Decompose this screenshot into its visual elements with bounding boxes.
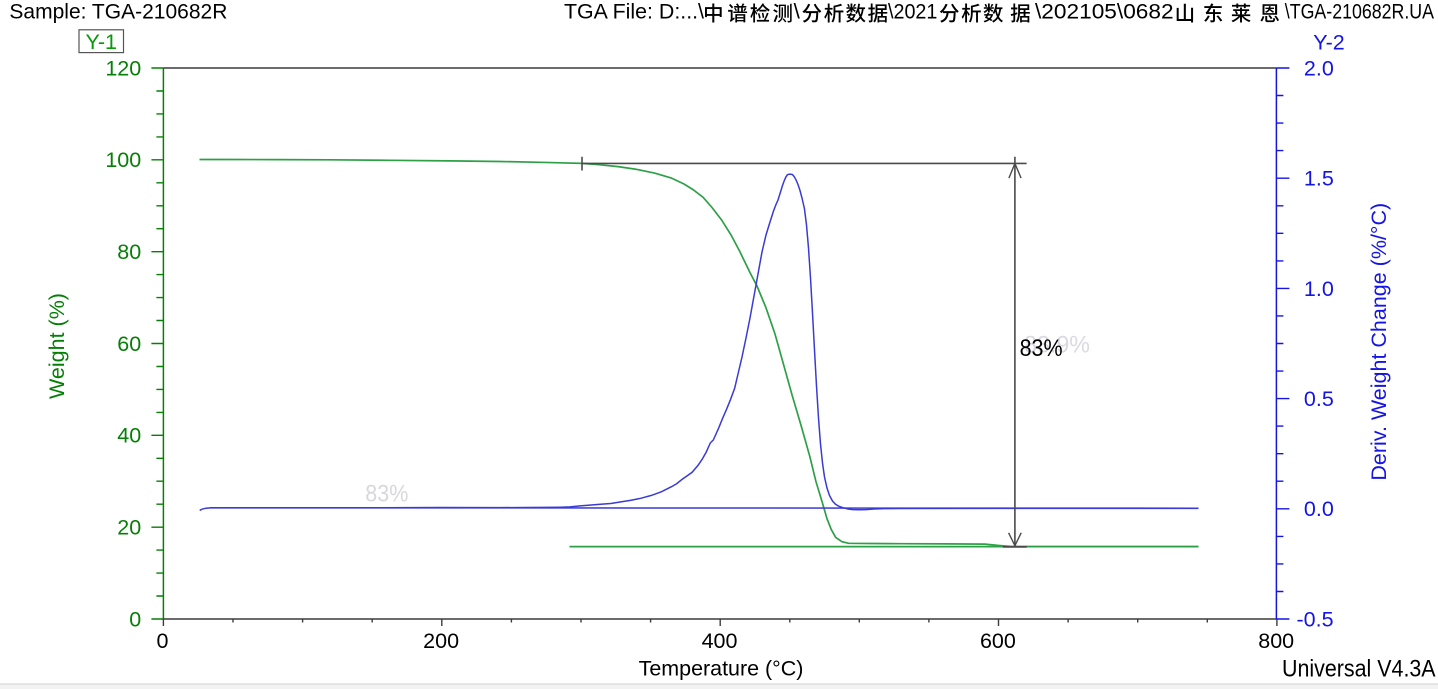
- svg-text:1.5: 1.5: [1304, 167, 1334, 191]
- svg-text:100: 100: [105, 148, 141, 172]
- svg-text:400: 400: [702, 629, 738, 653]
- svg-text:\202105\0682: \202105\0682: [1035, 1, 1174, 24]
- svg-text:40: 40: [117, 424, 141, 448]
- svg-text:0.0: 0.0: [1304, 497, 1334, 521]
- svg-text:Universal V4.3A: Universal V4.3A: [1282, 656, 1436, 683]
- svg-text:Y-2: Y-2: [1313, 31, 1344, 55]
- svg-text:\TGA-210682R.UA: \TGA-210682R.UA: [1285, 1, 1434, 24]
- svg-text:0: 0: [157, 629, 169, 653]
- svg-text:TGA File: D:...\: TGA File: D:...\: [564, 1, 704, 24]
- svg-text:200: 200: [423, 629, 459, 653]
- svg-text:600: 600: [980, 629, 1016, 653]
- svg-text:60: 60: [117, 332, 141, 356]
- svg-text:0: 0: [129, 607, 141, 631]
- svg-text:\2021: \2021: [888, 1, 937, 24]
- svg-text:\: \: [794, 1, 800, 24]
- svg-text:83%: 83%: [1020, 335, 1063, 362]
- svg-text:83%: 83%: [365, 481, 408, 508]
- svg-text:80: 80: [117, 240, 141, 264]
- svg-text:83.9%: 83.9%: [1024, 332, 1090, 359]
- svg-text:2.0: 2.0: [1304, 56, 1334, 80]
- svg-text:Y-1: Y-1: [85, 30, 116, 54]
- svg-text:Sample: TGA-210682R: Sample: TGA-210682R: [9, 1, 227, 24]
- svg-text:120: 120: [105, 56, 141, 80]
- svg-text:Weight (%): Weight (%): [45, 293, 69, 399]
- svg-text:1.0: 1.0: [1304, 277, 1334, 301]
- svg-text:-0.5: -0.5: [1297, 607, 1334, 631]
- svg-text:800: 800: [1258, 629, 1294, 653]
- svg-text:20: 20: [117, 516, 141, 540]
- svg-text:0.5: 0.5: [1304, 387, 1334, 411]
- svg-text:Temperature (°C): Temperature (°C): [639, 656, 804, 680]
- svg-text:Deriv. Weight Change (%/°C): Deriv. Weight Change (%/°C): [1367, 203, 1391, 481]
